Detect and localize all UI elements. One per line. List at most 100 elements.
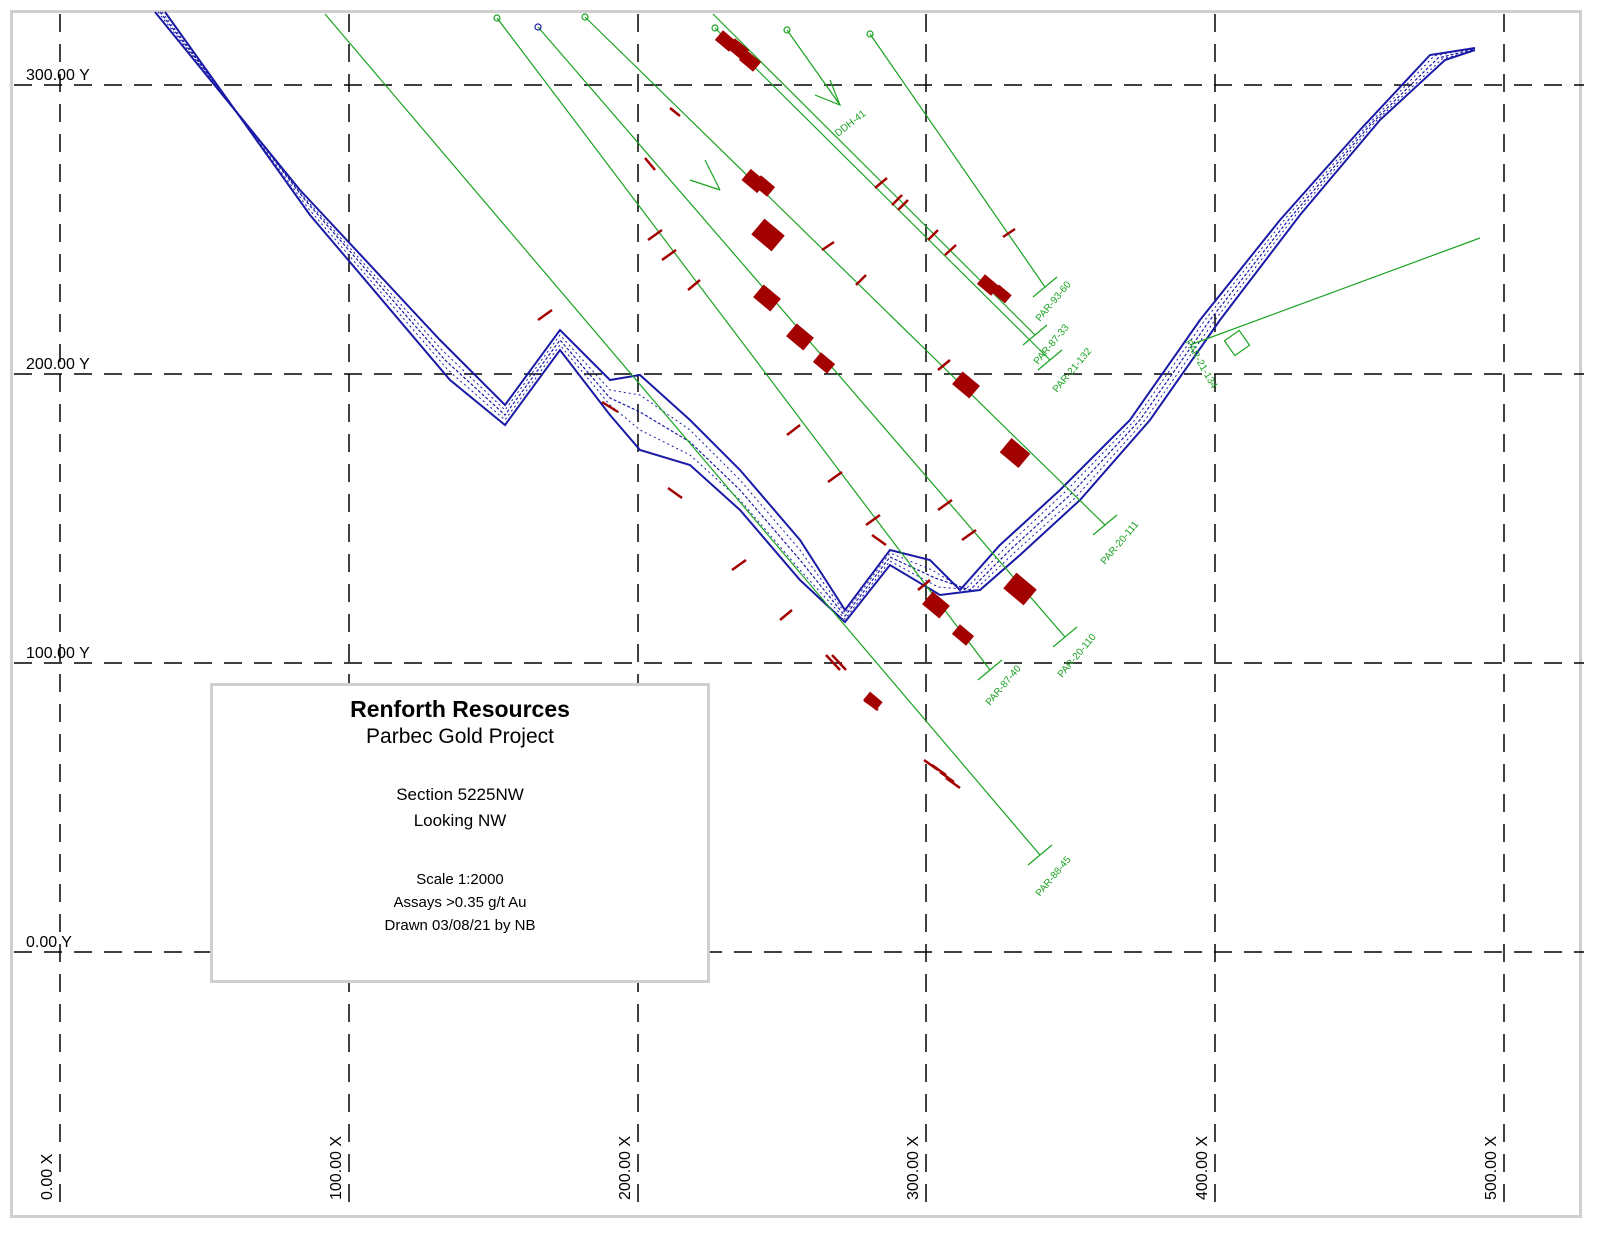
assay-block [976,274,1000,296]
trace-branch [689,179,721,191]
assay-intervals [537,30,1037,790]
assay-tick [961,528,977,542]
assay-block [752,175,776,197]
hole-label-par-87-33: PAR-87-33 [1032,322,1072,367]
assay-block [786,323,814,351]
trace-branch-2 [704,159,721,191]
assay-tick [601,400,619,414]
collar-6 [711,24,719,32]
eoh-par-87-33 [1022,324,1048,346]
collar-2 [534,23,542,31]
drill-hole-labels: DDH-41 PAR-93-60 PAR-87-33 PAR-21-132 PA… [833,108,1219,899]
assay-block [753,284,781,312]
eoh-par-87-40 [977,659,1003,681]
assay-tick [937,359,951,371]
eoh-par-21-132 [1037,349,1063,371]
assay-tick [897,199,909,211]
assay-block [922,591,950,619]
assay-block [812,352,836,374]
assay-tick [779,609,793,621]
scale-text: Scale 1:2000 [416,871,504,888]
collar-4 [783,26,791,34]
assay-tick [865,513,881,527]
x-label-100: 100.00 X [328,1136,345,1200]
trace-par-21-134 [1189,237,1481,346]
assay-tick [855,274,867,286]
assay-block [863,691,883,711]
hole-label-par-20-111: PAR-20-111 [1099,519,1142,567]
eoh-par-20-111 [1092,514,1118,536]
assay-tick [667,486,683,500]
company-name: Renforth Resources [350,696,570,722]
trace-par-20-111 [584,16,1106,526]
grid [14,14,1584,1214]
hole-label-par-88-45: PAR-88-45 [1034,854,1074,899]
assay-tick [786,424,801,436]
eoh-par-93-60 [1032,276,1058,298]
trace-par-88-45 [324,13,1041,856]
assay-tick [647,228,663,242]
section-name: Section 5225NW [396,785,524,804]
assay-tick [831,654,847,671]
collar-3 [581,13,589,21]
assay-tick [1002,227,1016,239]
trace-ddh-41-hook [814,79,842,107]
assay-tick [687,279,701,291]
assay-block [999,438,1031,468]
assay-tick [927,229,939,241]
assay-tick [669,107,681,117]
assay-tick [537,308,553,322]
assay-block [1003,572,1037,606]
surface-mesh-2 [157,11,1476,614]
assay-tick [661,248,677,262]
hole-label-ddh-41: DDH-41 [833,108,869,139]
eoh-par-88-45 [1027,844,1053,866]
assay-tick [945,776,961,790]
drawn-by-text: Drawn 03/08/21 by NB [384,917,536,934]
trace-par-93-60 [869,33,1046,288]
y-label-200: 200.00 Y [26,356,90,373]
assay-block [751,218,785,252]
surface-wireframe [154,11,1476,624]
x-label-0: 0.00 X [39,1153,56,1200]
assay-block [738,50,762,72]
y-axis-labels: 300.00 Y 200.00 Y 100.00 Y 0.00 Y [26,67,90,951]
assay-block [951,624,975,646]
assay-tick [917,579,931,591]
assay-block [952,371,980,399]
x-label-500: 500.00 X [1483,1136,1500,1200]
surface-lower-line [164,11,1476,624]
trace-par-87-40 [496,17,991,671]
eoh-par-20-110 [1052,626,1078,648]
x-label-300: 300.00 X [905,1136,922,1200]
assay-tick [644,157,656,171]
assay-tick [821,240,835,252]
hole-label-par-93-60: PAR-93-60 [1034,279,1074,324]
assay-tick [939,770,955,784]
assay-tick [937,498,953,512]
assay-tick [731,558,747,572]
assay-tick [944,244,957,256]
assay-tick [874,177,888,189]
assay-block [992,284,1012,304]
assay-tick [827,470,843,484]
collar-5 [866,30,874,38]
surface-mesh-1 [159,11,1476,617]
view-direction: Looking NW [413,811,507,830]
surface-mesh-3 [161,11,1476,620]
surface-upper-line [154,11,1476,612]
assay-tick [871,533,887,547]
y-label-100: 100.00 Y [26,645,90,662]
project-name: Parbec Gold Project [366,725,554,748]
plot-frame [10,10,1582,1218]
y-label-300: 300.00 Y [26,67,90,84]
assay-cutoff-text: Assays >0.35 g/t Au [393,894,527,911]
x-label-400: 400.00 X [1194,1136,1211,1200]
trace-par-21-132 [714,27,1051,361]
assay-tick [825,654,841,671]
x-label-200: 200.00 X [617,1136,634,1200]
y-label-0: 0.00 Y [26,934,72,951]
title-block: Renforth Resources Parbec Gold Project S… [210,683,710,983]
collar-1 [493,14,501,22]
